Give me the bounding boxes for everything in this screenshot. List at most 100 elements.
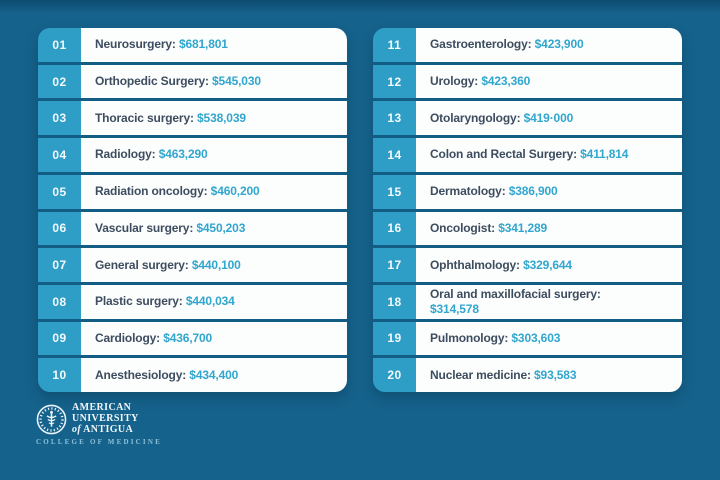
specialty-name: Dermatology: — [430, 184, 506, 199]
salary-value: $440,100 — [191, 257, 241, 272]
specialty-name: Urology: — [430, 74, 479, 89]
salary-value: $460,200 — [210, 184, 260, 199]
specialty-name: Vascular surgery: — [95, 220, 194, 235]
salary-label: Plastic surgery: $440,034 — [81, 284, 347, 319]
salary-row: 08 Plastic surgery: $440,034 — [38, 284, 347, 319]
salary-value: $436,700 — [163, 330, 213, 345]
rank-badge: 02 — [38, 64, 81, 99]
salary-value: $386,900 — [508, 184, 558, 199]
salary-value: $423,900 — [534, 37, 584, 52]
salary-row: 12 Urology: $423,360 — [373, 64, 682, 99]
rank-badge: 01 — [38, 28, 81, 62]
specialty-name: Orthopedic Surgery: — [95, 74, 209, 89]
salary-value: $411,814 — [580, 147, 629, 162]
salary-row: 13 Otolaryngology: $419·000 — [373, 101, 682, 136]
salary-column-right: 11 Gastroenterology: $423,900 12 Urology: $… — [373, 28, 682, 392]
salary-value: $303,603 — [511, 330, 561, 345]
salary-row: 09 Cardiology: $436,700 — [38, 321, 347, 356]
salary-row: 07 General surgery: $440,100 — [38, 248, 347, 282]
salary-label: Nuclear medicine: $93,583 — [416, 358, 682, 392]
specialty-name: Oncologist: — [430, 220, 496, 235]
salary-label: Oral and maxillofacial surgery: $314,578 — [416, 284, 682, 319]
specialty-name: Radiology: — [95, 147, 156, 162]
specialty-name: General surgery: — [95, 257, 189, 272]
salary-label: Radiology: $463,290 — [81, 138, 347, 172]
rank-badge: 15 — [373, 174, 416, 209]
rank-badge: 07 — [38, 248, 81, 282]
college-of-medicine-label: COLLEGE OF MEDICINE — [36, 438, 162, 447]
salary-value: $440,034 — [185, 294, 235, 309]
rank-badge: 17 — [373, 248, 416, 282]
rank-badge: 11 — [373, 28, 416, 62]
specialty-name: Pulmonology: — [430, 330, 509, 345]
specialty-name: Thoracic surgery: — [95, 110, 194, 125]
rank-badge: 05 — [38, 174, 81, 209]
salary-label: Otolaryngology: $419·000 — [416, 101, 682, 136]
specialty-name: Cardiology: — [95, 330, 161, 345]
salary-row: 04 Radiology: $463,290 — [38, 138, 347, 172]
salary-label: Pulmonology: $303,603 — [416, 321, 682, 356]
salary-row: 18 Oral and maxillofacial surgery: $314,5… — [373, 284, 682, 319]
salary-label: Ophthalmology: $329,644 — [416, 248, 682, 282]
specialty-name: Oral and maxillofacial surgery: — [430, 286, 601, 301]
university-name-line2: UNIVERSITY — [72, 412, 139, 424]
salary-label: Vascular surgery: $450,203 — [81, 211, 347, 246]
specialty-name: Colon and Rectal Surgery: — [430, 147, 577, 162]
salary-row: 02 Orthopedic Surgery: $545,030 — [38, 64, 347, 99]
specialty-name: Nuclear medicine: — [430, 367, 531, 382]
rank-badge: 03 — [38, 101, 81, 136]
salary-value: $538,039 — [197, 110, 246, 125]
salary-row: 15 Dermatology: $386,900 — [373, 174, 682, 209]
salary-row: 10 Anesthesiology: $434,400 — [38, 358, 347, 392]
salary-value: $681,801 — [178, 37, 228, 52]
rank-badge: 18 — [373, 284, 416, 319]
rank-badge: 20 — [373, 358, 416, 392]
rank-badge: 09 — [38, 321, 81, 356]
salary-row: 16 Oncologist: $341,289 — [373, 211, 682, 246]
rank-badge: 13 — [373, 101, 416, 136]
salary-value: $434,400 — [189, 367, 239, 382]
salary-board: 01 Neurosurgery: $681,801 02 Orthopedic Sur… — [38, 28, 682, 392]
salary-row: 11 Gastroenterology: $423,900 — [373, 28, 682, 62]
salary-value: $329,644 — [523, 257, 572, 272]
salary-row: 06 Vascular surgery: $450,203 — [38, 211, 347, 246]
salary-value: $341,289 — [498, 220, 548, 235]
salary-row: 19 Pulmonology: $303,603 — [373, 321, 682, 356]
salary-value: $314,578 — [430, 301, 479, 316]
specialty-name: Neurosurgery: — [95, 37, 176, 52]
specialty-name: Otolaryngology: — [430, 110, 521, 125]
salary-value: $545,030 — [212, 74, 261, 89]
salary-label: Dermatology: $386,900 — [416, 174, 682, 209]
specialty-name: Radiation oncology: — [95, 184, 208, 199]
salary-row: 17 Ophthalmology: $329,644 — [373, 248, 682, 282]
salary-label: Oncologist: $341,289 — [416, 211, 682, 246]
salary-label: Colon and Rectal Surgery: $411,814 — [416, 138, 682, 172]
university-name-line3: of ANTIGUA — [72, 423, 134, 435]
salary-label: Gastroenterology: $423,900 — [416, 28, 682, 62]
rank-badge: 19 — [373, 321, 416, 356]
specialty-name: Plastic surgery: — [95, 294, 183, 309]
university-name-line1: AMERICAN — [72, 402, 132, 413]
salary-value: $419·000 — [523, 110, 574, 125]
rank-badge: 10 — [38, 358, 81, 392]
salary-value: $450,203 — [196, 220, 246, 235]
salary-label: Thoracic surgery: $538,039 — [81, 101, 347, 136]
university-logo-top: AMERICAN UNIVERSITY of ANTIGUA — [36, 402, 162, 435]
salary-row: 05 Radiation oncology: $460,200 — [38, 174, 347, 209]
salary-label: Anesthesiology: $434,400 — [81, 358, 347, 392]
salary-label: Radiation oncology: $460,200 — [81, 174, 347, 209]
rank-badge: 14 — [373, 138, 416, 172]
salary-label: Urology: $423,360 — [416, 64, 682, 99]
specialty-name: Ophthalmology: — [430, 257, 520, 272]
university-logo: AMERICAN UNIVERSITY of ANTIGUA COLLEGE OF… — [36, 402, 162, 447]
salary-value: $463,290 — [158, 147, 208, 162]
salary-label: Neurosurgery: $681,801 — [81, 28, 347, 62]
salary-value: $93,583 — [534, 367, 577, 382]
salary-label: Cardiology: $436,700 — [81, 321, 347, 356]
rank-badge: 12 — [373, 64, 416, 99]
rank-badge: 06 — [38, 211, 81, 246]
salary-row: 14 Colon and Rectal Surgery: $411,814 — [373, 138, 682, 172]
salary-row: 01 Neurosurgery: $681,801 — [38, 28, 347, 62]
salary-row: 03 Thoracic surgery: $538,039 — [38, 101, 347, 136]
